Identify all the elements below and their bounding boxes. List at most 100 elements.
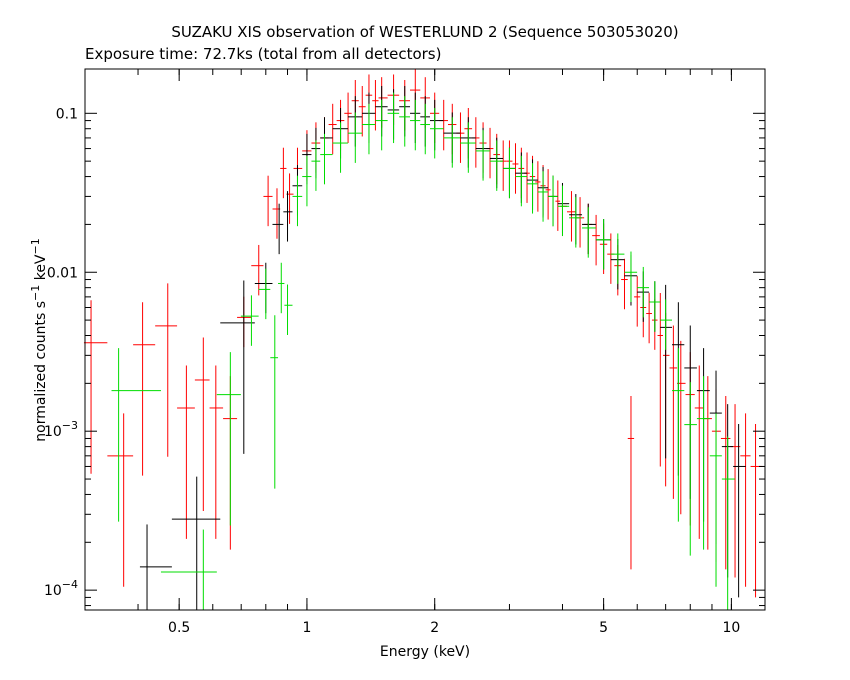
data-point bbox=[160, 529, 217, 610]
data-point bbox=[610, 233, 625, 284]
data-point bbox=[566, 191, 576, 242]
data-point bbox=[209, 365, 224, 539]
data-point bbox=[660, 299, 673, 350]
data-point bbox=[320, 133, 333, 185]
data-point bbox=[627, 396, 635, 570]
plot-marks bbox=[83, 69, 763, 610]
plot-frame bbox=[84, 68, 766, 611]
data-point bbox=[220, 280, 255, 454]
data-point bbox=[569, 197, 583, 248]
data-point bbox=[375, 99, 388, 151]
data-point bbox=[637, 266, 650, 318]
data-point bbox=[475, 130, 490, 181]
data-point bbox=[503, 147, 516, 199]
y-axis-label-sup2: −1 bbox=[29, 238, 42, 254]
y-tick-label: 10−4 bbox=[44, 578, 78, 599]
data-point bbox=[362, 103, 376, 155]
tick-labels: 0.5 1 2 5 10 10−4 10−3 0.01 0.1 bbox=[44, 106, 740, 636]
y-axis-label-main: normalized counts s bbox=[33, 301, 49, 442]
data-point bbox=[410, 99, 421, 151]
data-point bbox=[107, 413, 134, 587]
data-point bbox=[669, 325, 678, 499]
data-point bbox=[155, 283, 178, 457]
data-point bbox=[302, 155, 312, 207]
y-axis-label-sup1: −1 bbox=[29, 285, 42, 301]
data-point bbox=[624, 251, 638, 302]
data-point bbox=[740, 413, 751, 587]
y-tick-label: 10−3 bbox=[44, 419, 78, 440]
data-point bbox=[429, 107, 444, 159]
y-axis-label-mid: keV bbox=[33, 254, 49, 285]
data-point bbox=[240, 295, 259, 346]
data-point bbox=[621, 258, 628, 310]
data-point bbox=[634, 276, 641, 327]
data-point bbox=[177, 365, 195, 539]
data-point bbox=[684, 382, 697, 556]
data-point bbox=[111, 348, 161, 522]
data-point bbox=[557, 185, 570, 237]
x-tick-label: 0.5 bbox=[168, 620, 190, 636]
data-point bbox=[720, 396, 731, 570]
x-tick-label: 1 bbox=[302, 620, 311, 636]
data-point bbox=[733, 423, 746, 598]
data-point bbox=[420, 103, 430, 155]
data-point bbox=[347, 112, 363, 163]
data-point bbox=[372, 80, 379, 131]
data-point bbox=[292, 175, 303, 227]
data-point bbox=[258, 268, 271, 320]
x-tick-label: 10 bbox=[722, 620, 740, 636]
data-point bbox=[139, 524, 172, 610]
data-point bbox=[344, 92, 352, 144]
y-tick-label: 0.1 bbox=[56, 106, 78, 122]
data-point bbox=[548, 175, 558, 227]
data-point bbox=[460, 122, 476, 173]
data-point bbox=[545, 169, 551, 220]
data-point bbox=[489, 140, 504, 191]
x-axis-label: Energy (keV) bbox=[380, 644, 470, 660]
data-point bbox=[595, 219, 611, 270]
data-point bbox=[332, 122, 348, 173]
data-point bbox=[694, 365, 704, 539]
data-point bbox=[535, 161, 541, 212]
data-point bbox=[280, 147, 287, 199]
data-point bbox=[387, 92, 400, 144]
data-point bbox=[537, 171, 549, 222]
data-point bbox=[194, 337, 210, 511]
data-point bbox=[358, 86, 366, 137]
y-axis-label: normalized counts s−1 keV−1 bbox=[29, 238, 49, 441]
data-point bbox=[263, 175, 273, 227]
data-point bbox=[672, 348, 685, 522]
data-point bbox=[311, 140, 321, 191]
data-point bbox=[251, 244, 264, 296]
data-point bbox=[646, 292, 652, 344]
data-point bbox=[272, 203, 284, 255]
data-point bbox=[284, 284, 293, 335]
data-point bbox=[278, 262, 285, 314]
data-point bbox=[443, 117, 461, 168]
data-point bbox=[721, 436, 735, 610]
data-point bbox=[270, 315, 279, 489]
data-point bbox=[216, 352, 241, 526]
data-point bbox=[283, 191, 293, 242]
data-point bbox=[555, 180, 561, 231]
x-tick-label: 5 bbox=[599, 620, 608, 636]
chart-subtitle: Exposure time: 72.7ks (total from all de… bbox=[85, 45, 441, 63]
series-3 bbox=[111, 92, 735, 610]
data-point bbox=[649, 281, 661, 332]
data-point bbox=[512, 143, 519, 194]
data-point bbox=[582, 207, 596, 258]
x-tick-label: 2 bbox=[430, 620, 439, 636]
data-point bbox=[133, 302, 156, 476]
data-point bbox=[657, 293, 663, 467]
data-point bbox=[399, 96, 411, 147]
y-tick-label: 0.01 bbox=[47, 265, 78, 281]
axis-ticks bbox=[84, 69, 765, 610]
data-point bbox=[171, 476, 221, 610]
data-point bbox=[709, 413, 722, 587]
data-point bbox=[526, 163, 538, 214]
data-point bbox=[83, 300, 108, 474]
chart-title: SUZAKU XIS observation of WESTERLUND 2 (… bbox=[171, 23, 678, 41]
data-point bbox=[515, 155, 527, 207]
data-point bbox=[696, 376, 710, 550]
